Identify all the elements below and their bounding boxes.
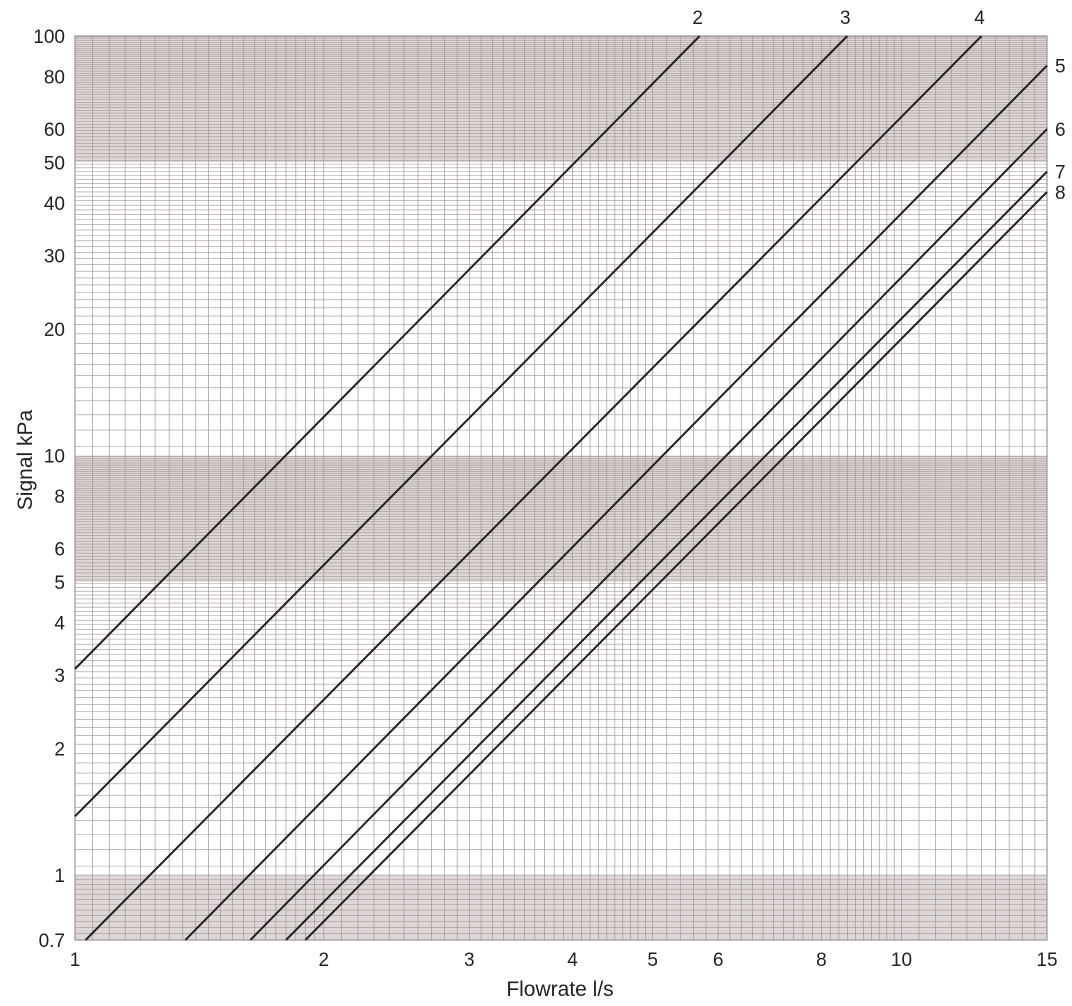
y-tick-labels: 0.7 1 2 3 4 5 6 8 10 20 30 40 50 60 80 100 bbox=[33, 27, 65, 952]
y-tick-label: 10 bbox=[44, 447, 65, 468]
x-tick-labels: 1 2 3 4 5 6 8 10 15 bbox=[70, 950, 1058, 971]
y-tick-label: 80 bbox=[44, 68, 65, 89]
series-line-4 bbox=[84, 35, 983, 941]
y-tick-label: 40 bbox=[44, 194, 65, 215]
y-tick-label: 0.7 bbox=[39, 931, 65, 952]
y-tick-label: 6 bbox=[54, 540, 65, 561]
series-label-8: 8 bbox=[1055, 183, 1066, 204]
series-lines bbox=[74, 35, 1048, 941]
x-tick-label: 2 bbox=[319, 950, 330, 971]
shaded-band bbox=[75, 455, 1047, 582]
series-line-5 bbox=[184, 64, 1048, 941]
x-tick-label: 8 bbox=[816, 950, 827, 971]
series-label-5: 5 bbox=[1055, 57, 1066, 78]
y-tick-label: 5 bbox=[54, 573, 65, 594]
series-label-6: 6 bbox=[1055, 120, 1066, 141]
series-line-8 bbox=[304, 191, 1048, 941]
x-tick-label: 3 bbox=[464, 950, 475, 971]
y-tick-label: 100 bbox=[33, 27, 65, 48]
series-label-4: 4 bbox=[974, 8, 985, 29]
plot-frame bbox=[74, 35, 1048, 941]
series-label-2: 2 bbox=[692, 8, 703, 29]
x-tick-label: 4 bbox=[567, 950, 578, 971]
x-axis-title: Flowrate l/s bbox=[506, 978, 613, 1001]
x-tick-label: 5 bbox=[647, 950, 658, 971]
x-tick-label: 15 bbox=[1036, 950, 1057, 971]
series-line-2 bbox=[74, 35, 701, 670]
y-tick-label: 3 bbox=[54, 666, 65, 687]
y-tick-label: 20 bbox=[44, 320, 65, 341]
y-tick-label: 30 bbox=[44, 246, 65, 267]
shaded-band bbox=[75, 875, 1047, 940]
y-tick-label: 8 bbox=[54, 487, 65, 508]
y-tick-label: 1 bbox=[54, 866, 65, 887]
series-line-6 bbox=[249, 128, 1048, 941]
series-label-3: 3 bbox=[840, 8, 851, 29]
shaded-bands bbox=[75, 36, 1047, 940]
shaded-band bbox=[75, 36, 1047, 163]
y-axis-title: Signal kPa bbox=[14, 409, 37, 510]
series-line-7 bbox=[285, 170, 1048, 941]
x-tick-label: 10 bbox=[891, 950, 912, 971]
y-tick-label: 50 bbox=[44, 153, 65, 174]
x-tick-label: 1 bbox=[70, 950, 81, 971]
y-tick-label: 4 bbox=[54, 613, 65, 634]
y-tick-label: 2 bbox=[54, 740, 65, 761]
x-tick-label: 6 bbox=[713, 950, 724, 971]
series-line-3 bbox=[74, 35, 849, 818]
y-tick-label: 60 bbox=[44, 120, 65, 141]
gridlines bbox=[74, 36, 1048, 941]
series-label-7: 7 bbox=[1055, 163, 1066, 184]
series-labels: 2 3 4 5 6 78 bbox=[692, 8, 1065, 204]
